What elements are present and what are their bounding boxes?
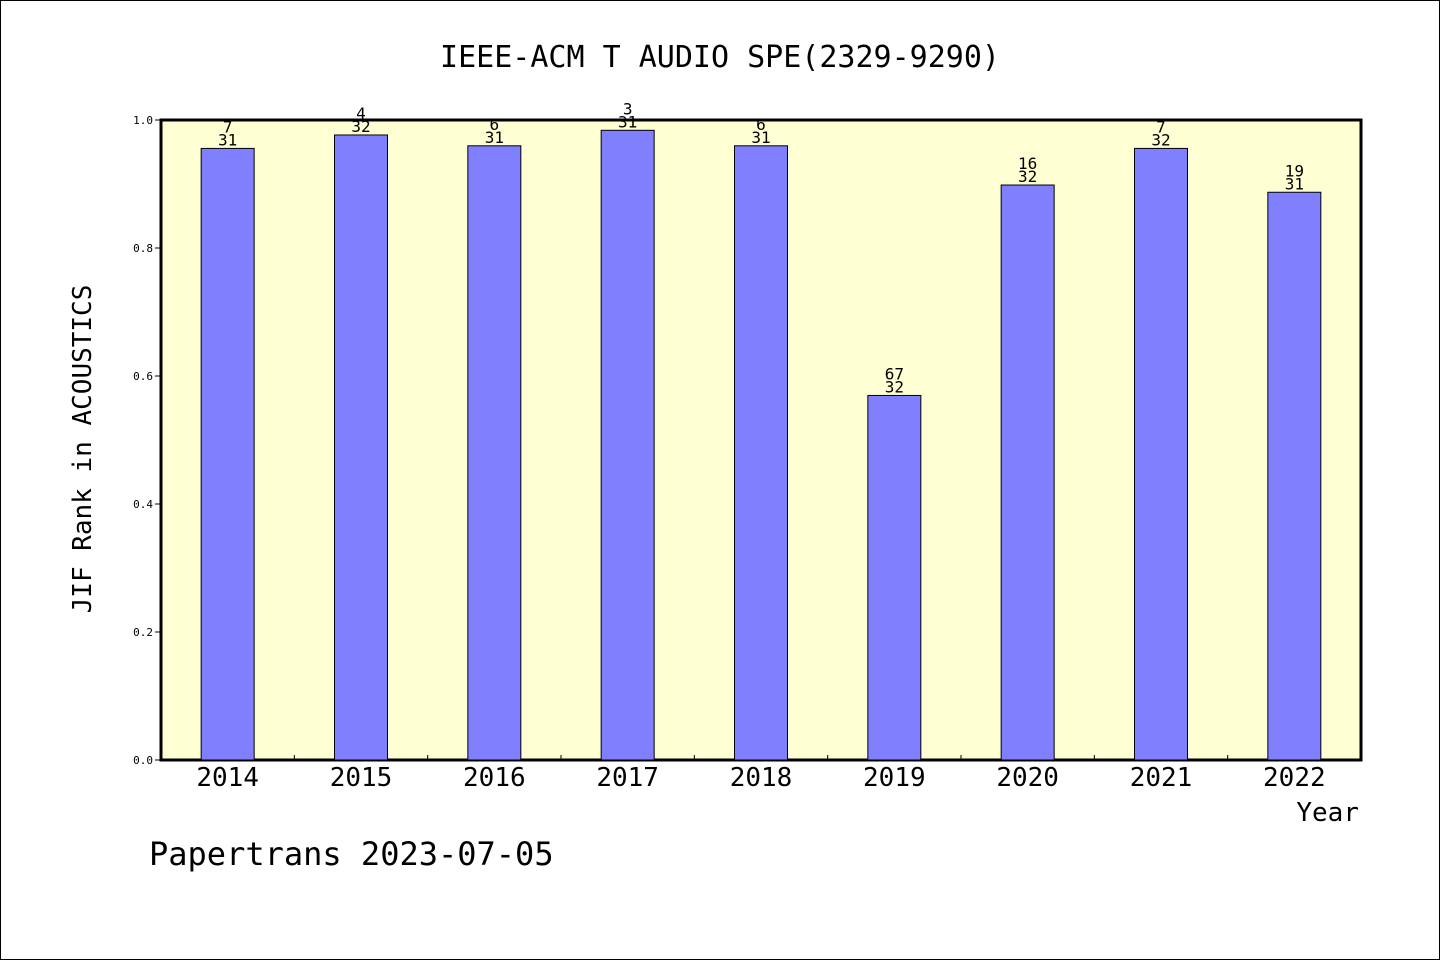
bar-2015 <box>334 134 388 761</box>
x-tick-label: 2021 <box>1130 763 1193 793</box>
x-axis-label: Year <box>1296 798 1359 828</box>
bar-rank-label: 19 <box>1285 161 1304 180</box>
y-tick-label: 0.6 <box>133 370 153 383</box>
bar-2018 <box>734 145 788 761</box>
bar-total-label: 31 <box>1285 174 1304 193</box>
x-axis: 2014 2015 2016 2017 2018 2019 2020 2021 2022 <box>196 755 1326 793</box>
chart-title: IEEE-ACM T AUDIO SPE(2329-9290) <box>440 40 1000 75</box>
y-tick-label: 0.4 <box>133 498 153 511</box>
y-tick-label: 1.0 <box>133 114 153 127</box>
x-tick-label: 2018 <box>730 763 793 793</box>
bar-total-label: 32 <box>1018 167 1037 186</box>
bar-total-label: 31 <box>218 130 237 149</box>
bar-total-label: 32 <box>885 377 904 396</box>
y-axis: 0.0 0.2 0.4 0.6 0.8 1.0 <box>133 114 161 767</box>
x-tick-label: 2016 <box>463 763 526 793</box>
bar-rank-label: 7 <box>1156 117 1166 136</box>
bar-total-label: 31 <box>618 112 637 131</box>
bar-2017 <box>600 129 655 761</box>
x-tick-label: 2017 <box>596 763 659 793</box>
bar-2019 <box>867 394 922 761</box>
y-tick-label: 0.8 <box>133 242 153 255</box>
bar-rank-label: 16 <box>1018 154 1037 173</box>
bar-rank-label: 3 <box>623 99 633 118</box>
y-tick-label: 0.2 <box>133 626 153 639</box>
bar-total-label: 31 <box>485 128 504 147</box>
x-tick-label: 2022 <box>1263 763 1326 793</box>
bar-total-label: 32 <box>1151 130 1170 149</box>
x-tick-label: 2020 <box>996 763 1059 793</box>
bar-total-label: 31 <box>751 128 770 147</box>
bar-rank-label: 4 <box>356 104 366 123</box>
bar-total-label: 32 <box>351 117 370 136</box>
bar-2021 <box>1134 147 1188 761</box>
x-tick-label: 2019 <box>863 763 926 793</box>
x-tick-label: 2015 <box>330 763 393 793</box>
y-tick-label: 0.0 <box>133 754 153 767</box>
bar-2022 <box>1267 191 1322 761</box>
bar-rank-label: 6 <box>490 115 500 134</box>
footer-text: Papertrans 2023-07-05 <box>149 835 554 873</box>
y-axis-label: JIF Rank in ACOUSTICS <box>68 285 98 614</box>
bar-2014 <box>200 147 255 761</box>
bar-rank-label: 6 <box>756 115 766 134</box>
bar-rank-label: 7 <box>223 117 233 136</box>
bar-rank-label: 67 <box>885 364 904 383</box>
bar-2020 <box>1000 184 1055 761</box>
bar-2016 <box>467 145 522 761</box>
x-tick-label: 2014 <box>196 763 259 793</box>
